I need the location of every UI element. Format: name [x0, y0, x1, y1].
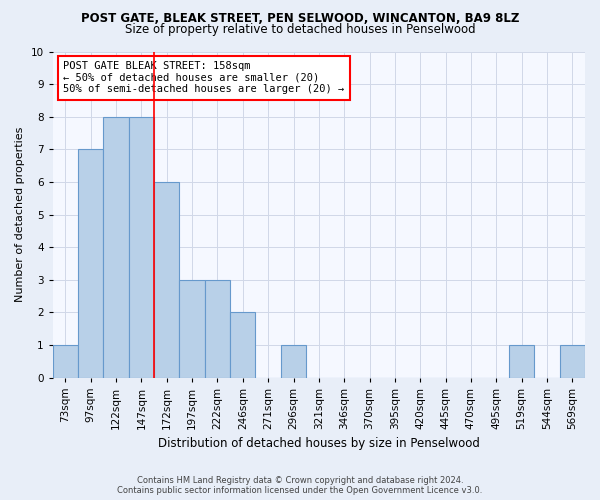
Bar [509, 345, 535, 378]
Bar [53, 345, 78, 378]
Bar [230, 312, 256, 378]
Bar [103, 116, 129, 378]
Bar [179, 280, 205, 378]
Text: Size of property relative to detached houses in Penselwood: Size of property relative to detached ho… [125, 22, 475, 36]
Text: Contains HM Land Registry data © Crown copyright and database right 2024.
Contai: Contains HM Land Registry data © Crown c… [118, 476, 482, 495]
Bar [205, 280, 230, 378]
Bar [281, 345, 306, 378]
Bar [129, 116, 154, 378]
Text: POST GATE, BLEAK STREET, PEN SELWOOD, WINCANTON, BA9 8LZ: POST GATE, BLEAK STREET, PEN SELWOOD, WI… [81, 12, 519, 26]
Text: POST GATE BLEAK STREET: 158sqm
← 50% of detached houses are smaller (20)
50% of : POST GATE BLEAK STREET: 158sqm ← 50% of … [64, 62, 344, 94]
Bar [154, 182, 179, 378]
Bar [78, 150, 103, 378]
Bar [560, 345, 585, 378]
X-axis label: Distribution of detached houses by size in Penselwood: Distribution of detached houses by size … [158, 437, 480, 450]
Y-axis label: Number of detached properties: Number of detached properties [15, 127, 25, 302]
